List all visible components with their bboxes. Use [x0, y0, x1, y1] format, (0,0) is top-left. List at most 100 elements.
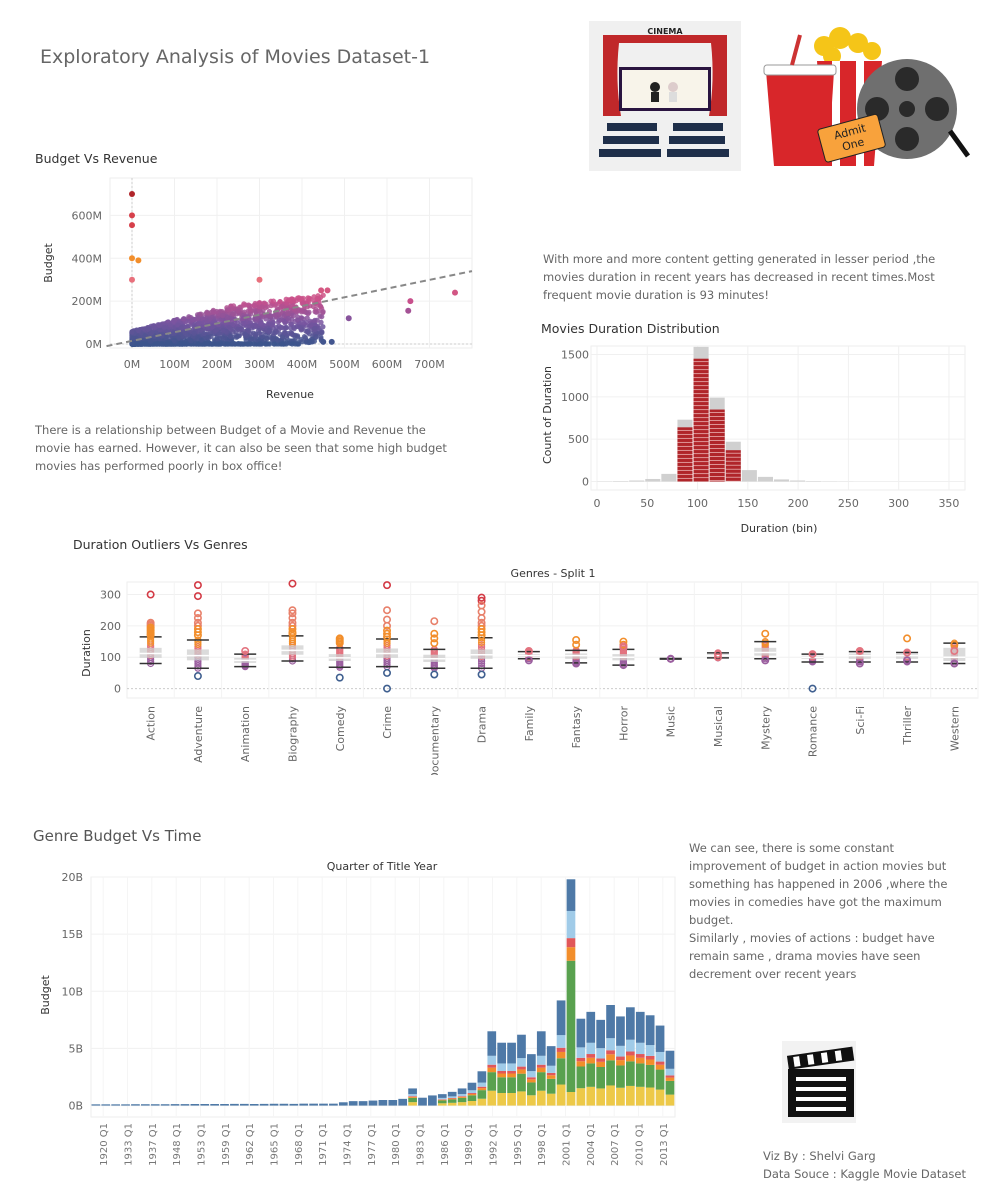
stacked-bar-segment: [299, 1103, 309, 1106]
boxplot-outlier: [619, 661, 628, 670]
boxplot-outlier: [383, 668, 392, 677]
boxplot-outlier: [477, 670, 486, 679]
stacked-bar-segment: [606, 1085, 615, 1106]
stacked-header: Quarter of Title Year: [327, 860, 438, 873]
histogram-xtick: 0: [594, 497, 601, 510]
scatter-point: [278, 324, 284, 330]
boxplot-outlier: [477, 614, 486, 623]
scatter-point: [242, 331, 249, 337]
boxplot-outlier: [288, 629, 297, 638]
scatter-point: [209, 341, 215, 347]
histogram-bar: [773, 479, 790, 482]
histogram-xtick: 100: [687, 497, 708, 510]
boxplot-outlier: [288, 609, 297, 618]
boxplot-box: [186, 649, 209, 661]
scatter-point: [296, 324, 302, 330]
boxplot-outlier: [241, 646, 250, 655]
scatter-point: [273, 324, 280, 330]
stacked-bar-segment: [101, 1104, 111, 1106]
boxplot-xtick: Crime: [381, 706, 394, 739]
boxplot-xtick: Drama: [476, 706, 489, 743]
stacked-bar-segment: [655, 1069, 665, 1090]
stacked-bar-segment: [606, 1038, 615, 1051]
boxplot-data-point: [477, 641, 486, 649]
stacked-bar-segment: [487, 1090, 497, 1106]
boxplot-outlier: [808, 684, 817, 693]
stacked-bar-segment: [645, 1015, 655, 1046]
stacked-bar-segment: [616, 1056, 625, 1061]
stacked-bar-segment: [596, 1067, 606, 1089]
histogram-bar: [757, 476, 773, 482]
genre-budget-chart: Quarter of Title Year Budget 0B 5B 10B 15B 2…: [39, 860, 676, 1166]
stacked-bar-segment: [269, 1103, 279, 1106]
scatter-point: [218, 341, 224, 347]
stacked-bar-segment: [645, 1059, 655, 1065]
stacked-xtick: 1953 Q1: [197, 1123, 208, 1166]
scatter-point: [238, 341, 245, 347]
scatter-point: [320, 309, 326, 315]
stacked-bar-segment: [546, 1072, 556, 1076]
scatter-point: [310, 303, 316, 310]
stacked-bar-segment: [645, 1064, 655, 1088]
boxplot-outlier: [193, 628, 202, 637]
histogram-ytick: 500: [568, 433, 589, 446]
scatter-point: [270, 298, 277, 304]
stacked-bar-segment: [378, 1100, 388, 1106]
stacked-xtick: 2004 Q1: [586, 1123, 597, 1166]
boxplot-outlier: [383, 615, 392, 624]
stacked-bar-segment: [457, 1096, 467, 1098]
scatter-point: [345, 315, 352, 322]
scatter-point: [407, 298, 414, 305]
stacked-bar-segment: [556, 1000, 566, 1036]
stacked-bar-segment: [616, 1065, 625, 1088]
scatter-xlabel: Revenue: [266, 388, 314, 401]
stacked-ytick: 5B: [68, 1042, 83, 1055]
scatter-point: [261, 300, 267, 306]
stacked-bar-segment: [556, 1058, 566, 1085]
stacked-bar-segment: [437, 1100, 447, 1104]
scatter-point: [318, 304, 324, 310]
boxplot-outlier: [288, 614, 297, 623]
stacked-bar-segment: [616, 1060, 625, 1066]
histogram-title: Movies Duration Distribution: [541, 321, 720, 336]
duration-boxplot: Genres - Split 1 Duration 0 100 200 300 Acti…: [80, 567, 979, 775]
stacked-bar-segment: [91, 1104, 101, 1106]
boxplot-xtick: Family: [523, 706, 536, 742]
stacked-ylabel: Budget: [39, 975, 52, 1015]
stacked-bar-segment: [606, 1060, 615, 1086]
stacked-bar-segment: [507, 1077, 516, 1093]
clapperboard-image: [782, 1041, 856, 1123]
stacked-bar-segment: [200, 1104, 210, 1106]
stacked-bar-segment: [596, 1088, 606, 1106]
stacked-bar-segment: [645, 1055, 655, 1060]
histogram-xtick: 50: [640, 497, 654, 510]
scatter-point: [269, 322, 275, 328]
histogram-bar: [790, 480, 806, 482]
boxplot-outlier: [193, 581, 202, 590]
scatter-point: [315, 296, 321, 302]
stacked-bar-segment: [596, 1019, 606, 1049]
stacked-bar-segment: [398, 1098, 408, 1106]
scatter-xtick: 100M: [159, 358, 190, 371]
scatter-point: [129, 255, 135, 262]
scatter-ytick: 200M: [72, 295, 103, 308]
scatter-point: [318, 334, 324, 340]
scatter-point: [268, 303, 274, 309]
stacked-bar-segment: [626, 1055, 635, 1062]
stacked-xtick: 1962 Q1: [245, 1123, 256, 1166]
scatter-point: [256, 300, 262, 306]
stacked-bar-segment: [546, 1093, 556, 1106]
boxplot-outlier: [903, 634, 912, 643]
stacked-bar-segment: [655, 1051, 665, 1062]
boxplot-outlier: [430, 629, 439, 638]
stacked-bar-segment: [596, 1048, 606, 1059]
stacked-bar-segment: [566, 960, 576, 1092]
stacked-bar-segment: [477, 1098, 487, 1106]
scatter-point: [147, 338, 154, 345]
stacked-bar-segment: [576, 1057, 586, 1062]
scatter-point: [204, 334, 210, 340]
histogram-plot-area: [590, 345, 966, 491]
scatter-point: [227, 333, 234, 340]
stacked-bar-segment: [635, 1063, 645, 1087]
stacked-bar-segment: [626, 1007, 635, 1040]
